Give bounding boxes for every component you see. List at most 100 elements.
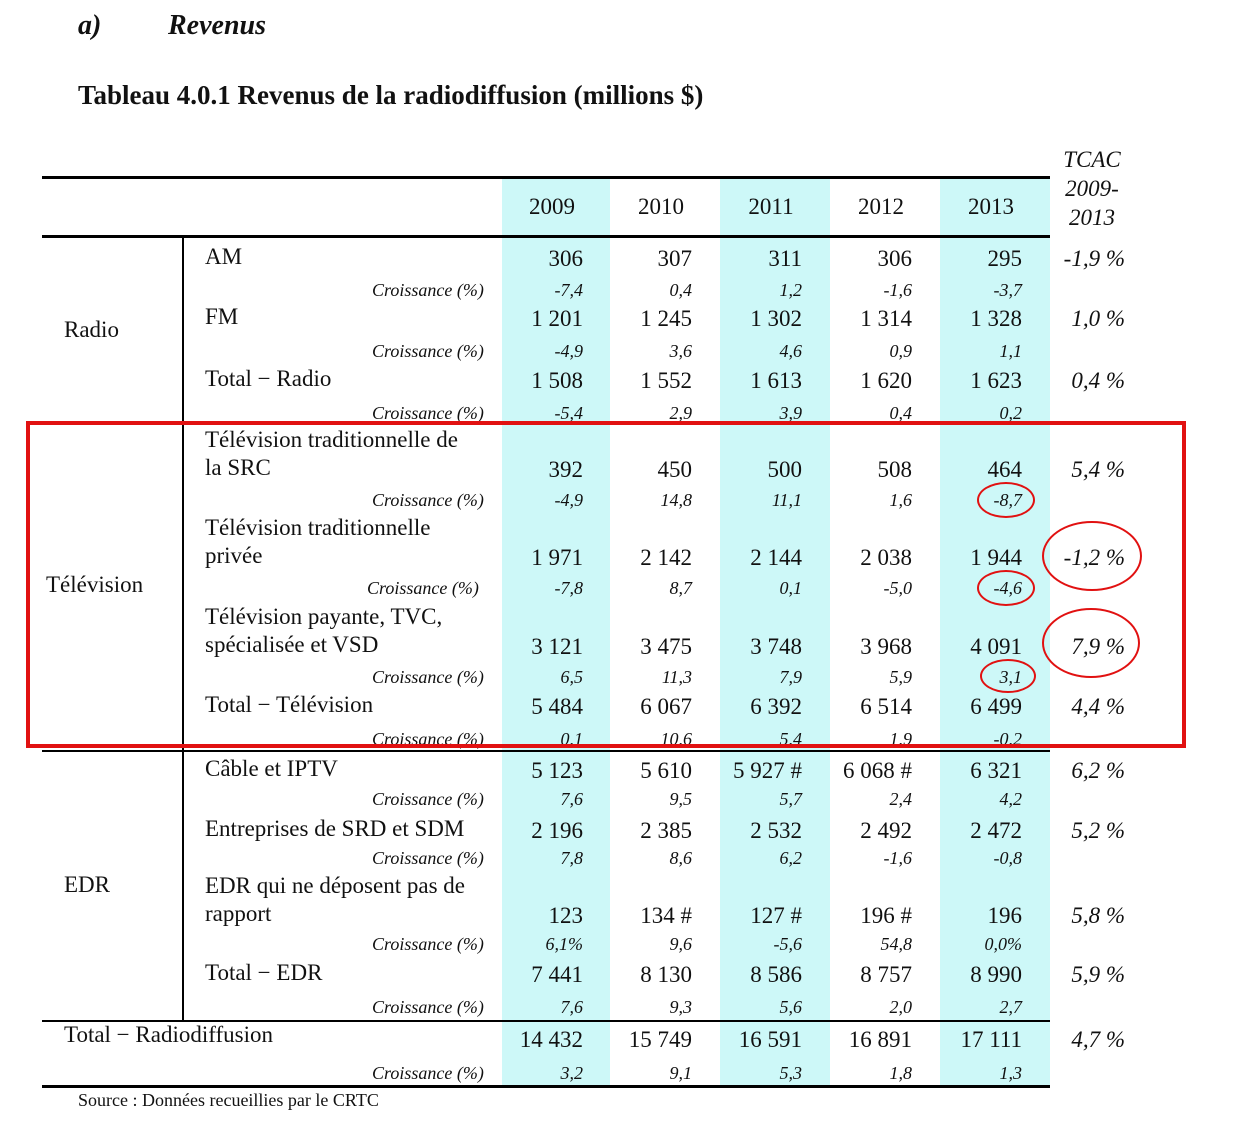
year-header-2012: 2012 xyxy=(858,194,904,219)
growth-cell: 2,9 xyxy=(669,403,693,423)
value-cell: 1 314 xyxy=(860,306,912,331)
growth-cell: -5,0 xyxy=(883,578,913,598)
growth-cell: 1,2 xyxy=(779,280,803,300)
growth-cell: -4,9 xyxy=(554,341,584,361)
growth-cell: -0,8 xyxy=(993,848,1023,868)
row-label: privée xyxy=(205,543,263,568)
year-column-shading xyxy=(502,176,610,1088)
row-label: Câble et IPTV xyxy=(205,756,338,781)
row-label: Télévision traditionnelle xyxy=(205,515,431,540)
value-cell: 1 944 xyxy=(970,545,1022,570)
tcac-header-line: 2009- xyxy=(1065,176,1119,201)
value-cell: 1 328 xyxy=(970,306,1022,331)
row-label: Total − Télévision xyxy=(205,692,374,717)
group-label-edr: EDR xyxy=(64,872,110,897)
year-header-2009: 2009 xyxy=(529,194,575,219)
annotation-circle xyxy=(980,659,1036,693)
growth-cell: 8,6 xyxy=(669,848,693,868)
edr-total-separator xyxy=(42,1020,1050,1022)
value-cell: 196 # xyxy=(860,903,912,928)
value-cell: 2 038 xyxy=(860,545,912,570)
growth-cell: 4,2 xyxy=(999,789,1023,809)
value-cell: 134 # xyxy=(640,903,692,928)
row-label: Total − Radiodiffusion xyxy=(64,1022,273,1047)
growth-cell: 9,5 xyxy=(669,789,693,809)
row-label: Télévision traditionnelle de xyxy=(205,427,458,452)
value-cell: 1 552 xyxy=(640,368,692,393)
tcac-header-line: 2013 xyxy=(1069,205,1115,230)
value-cell: 295 xyxy=(987,246,1023,271)
value-cell: 2 492 xyxy=(860,818,912,843)
growth-cell: -4,9 xyxy=(554,490,584,510)
growth-cell: 9,1 xyxy=(669,1063,693,1083)
value-cell: 5 123 xyxy=(531,758,583,783)
value-cell: 311 xyxy=(768,246,802,271)
growth-label: Croissance (%) xyxy=(372,280,484,300)
year-header-2011: 2011 xyxy=(748,194,794,219)
growth-cell: 54,8 xyxy=(880,934,913,954)
tcac-cell: 4,4 % xyxy=(1071,694,1125,719)
value-cell: 2 472 xyxy=(970,818,1022,843)
year-header-2010: 2010 xyxy=(638,194,684,219)
annotation-circle xyxy=(1042,521,1142,591)
value-cell: 3 121 xyxy=(531,634,583,659)
year-column-shading xyxy=(720,176,830,1088)
value-cell: 3 475 xyxy=(640,634,692,659)
value-cell: 464 xyxy=(987,457,1023,482)
growth-cell: -1,6 xyxy=(883,280,913,300)
row-label: Total − EDR xyxy=(205,960,323,985)
growth-cell: -5,4 xyxy=(554,403,584,423)
value-cell: 1 245 xyxy=(640,306,692,331)
value-cell: 1 971 xyxy=(531,545,583,570)
row-label: Télévision payante, TVC, xyxy=(205,604,443,629)
year-column-shading xyxy=(940,176,1050,1088)
growth-cell: 4,6 xyxy=(779,341,803,361)
tcac-cell: 6,2 % xyxy=(1071,758,1125,783)
growth-cell: 6,1% xyxy=(545,934,584,954)
growth-cell: 0,0% xyxy=(984,934,1023,954)
value-cell: 127 # xyxy=(750,903,802,928)
growth-label: Croissance (%) xyxy=(372,667,484,687)
growth-cell: 0,1 xyxy=(779,578,803,598)
growth-cell: 0,4 xyxy=(669,280,693,300)
growth-label: Croissance (%) xyxy=(372,490,484,510)
table-bottom-rule xyxy=(42,1085,1050,1088)
growth-cell: -7,4 xyxy=(554,280,584,300)
growth-cell: 5,9 xyxy=(889,667,913,687)
tcac-header-line: TCAC xyxy=(1063,147,1121,172)
growth-cell: 11,1 xyxy=(771,490,802,510)
annotation-circle xyxy=(977,482,1035,518)
value-cell: 6 068 # xyxy=(843,758,912,783)
group-label-television: Télévision xyxy=(46,572,144,597)
value-cell: 5 610 xyxy=(640,758,692,783)
growth-cell: 7,6 xyxy=(560,789,584,809)
tv-edr-separator xyxy=(42,750,1050,752)
growth-cell: 2,0 xyxy=(889,997,913,1017)
value-cell: 1 201 xyxy=(531,306,583,331)
value-cell: 306 xyxy=(548,246,584,271)
growth-cell: 5,3 xyxy=(779,1063,803,1083)
growth-label: Croissance (%) xyxy=(372,341,484,361)
section-title: Revenus xyxy=(168,10,266,41)
growth-cell: -7,8 xyxy=(554,578,584,598)
tcac-cell: 5,4 % xyxy=(1071,457,1125,482)
value-cell: 2 142 xyxy=(640,545,692,570)
value-cell: 5 927 # xyxy=(733,758,802,783)
growth-cell: 7,6 xyxy=(560,997,584,1017)
section-letter: a) xyxy=(78,10,102,41)
header-bottom-rule xyxy=(42,235,1050,238)
row-label: Entreprises de SRD et SDM xyxy=(205,816,465,841)
growth-cell: 7,9 xyxy=(779,667,803,687)
growth-cell: 3,2 xyxy=(560,1063,584,1083)
value-cell: 5 484 xyxy=(531,694,583,719)
growth-cell: 0,4 xyxy=(889,403,913,423)
growth-cell: 2,4 xyxy=(889,789,913,809)
value-cell: 6 067 xyxy=(640,694,692,719)
growth-cell: -3,7 xyxy=(993,280,1023,300)
value-cell: 6 499 xyxy=(970,694,1022,719)
value-cell: 306 xyxy=(877,246,913,271)
value-cell: 450 xyxy=(657,457,693,482)
growth-cell: 6,2 xyxy=(779,848,803,868)
growth-label: Croissance (%) xyxy=(372,403,484,423)
value-cell: 1 623 xyxy=(970,368,1022,393)
